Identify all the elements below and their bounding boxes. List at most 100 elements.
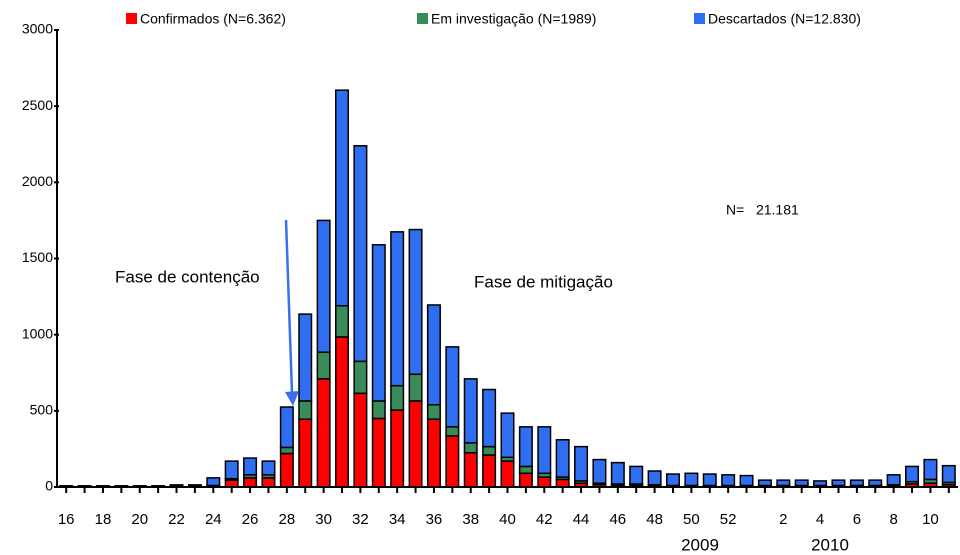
x-tick-label: 46: [609, 511, 626, 528]
bar-segment: [537, 426, 552, 475]
bar-segment: [776, 479, 791, 487]
x-tick-label: 40: [499, 511, 516, 528]
bar-segment: [702, 473, 717, 487]
x-tick-label: 26: [242, 511, 259, 528]
bar-segment: [592, 458, 607, 484]
legend-label: Confirmados (N=6.362): [140, 11, 286, 27]
legend-swatch: [417, 13, 428, 24]
bar-segment: [261, 477, 276, 488]
x-tick-label: 10: [922, 511, 939, 528]
bar-segment: [518, 472, 533, 488]
x-tick-label: 2: [779, 511, 787, 528]
bar-segment: [629, 465, 644, 485]
bar-segment: [243, 457, 258, 476]
bar-segment: [905, 465, 920, 483]
bar-segment: [316, 219, 331, 353]
bar-segment: [353, 145, 368, 363]
bar-segment: [224, 479, 239, 488]
bar-segment: [813, 480, 828, 487]
bar-segment: [279, 452, 294, 488]
bar-segment: [371, 417, 386, 488]
x-tick-label: 6: [853, 511, 861, 528]
bar-segment: [739, 474, 754, 487]
x-tick-label: 50: [683, 511, 700, 528]
bar-segment: [390, 409, 405, 488]
arrow: [284, 219, 294, 394]
annotation: Fase de contenção: [115, 267, 260, 286]
bar-segment: [500, 412, 515, 459]
bar-segment: [335, 89, 350, 307]
bar-segment: [555, 478, 570, 488]
year-label: 2010: [811, 535, 849, 554]
x-tick-label: 32: [352, 511, 369, 528]
bar-segment: [941, 464, 956, 484]
annotation: Fase de mitigação: [474, 272, 613, 291]
y-tick-label: 2500: [22, 97, 53, 113]
x-tick-label: 16: [58, 511, 75, 528]
bar-segment: [794, 479, 809, 487]
bar-segment: [445, 426, 460, 437]
bar-segment: [831, 479, 846, 487]
bar-segment: [298, 400, 313, 420]
bar-segment: [482, 454, 497, 488]
bar-segment: [206, 477, 221, 487]
bar-segment: [445, 435, 460, 488]
x-tick-label: 52: [720, 511, 737, 528]
arrow-head: [285, 391, 299, 406]
bar-segment: [408, 400, 423, 488]
bar-segment: [371, 400, 386, 420]
y-tick-label: 0: [45, 478, 53, 494]
x-tick-label: 38: [462, 511, 479, 528]
y-tick-label: 1500: [22, 249, 53, 265]
bar-segment: [868, 479, 883, 487]
bar-segment: [647, 470, 662, 486]
x-tick-label: 34: [389, 511, 406, 528]
bar-segment: [537, 476, 552, 488]
bar-segment: [408, 373, 423, 402]
x-tick-label: 4: [816, 511, 824, 528]
annotation: N= 21.181: [726, 202, 799, 218]
x-tick-label: 22: [168, 511, 185, 528]
x-tick-label: 44: [573, 511, 590, 528]
y-tick-label: 500: [30, 402, 54, 418]
x-tick-label: 36: [426, 511, 443, 528]
y-tick-label: 2000: [22, 173, 53, 189]
bar-segment: [555, 439, 570, 478]
bar-segment: [518, 426, 533, 468]
bar-segment: [426, 304, 441, 406]
bar-segment: [463, 378, 478, 444]
x-tick-label: 18: [95, 511, 112, 528]
x-tick-label: 30: [315, 511, 332, 528]
x-tick-label: 42: [536, 511, 553, 528]
legend-label: Descartados (N=12.830): [708, 11, 861, 27]
legend-swatch: [126, 13, 137, 24]
bar-segment: [757, 479, 772, 487]
bar-segment: [390, 231, 405, 387]
bar-segment: [684, 472, 699, 487]
bar-segment: [500, 460, 515, 488]
bar-segment: [371, 244, 386, 402]
bar-segment: [316, 378, 331, 488]
bar-segment: [426, 403, 441, 420]
bar-segment: [518, 465, 533, 475]
bar-segment: [261, 460, 276, 476]
bar-segment: [923, 458, 938, 481]
bar-segment: [849, 479, 864, 487]
bar-segment: [279, 446, 294, 455]
bar-segment: [665, 473, 680, 487]
x-tick-label: 48: [646, 511, 663, 528]
x-tick-label: 28: [279, 511, 296, 528]
bar-segment: [298, 418, 313, 488]
bar-segment: [482, 388, 497, 448]
year-label: 2009: [681, 535, 719, 554]
bar-segment: [463, 442, 478, 454]
bar-segment: [610, 461, 625, 485]
bar-segment: [243, 477, 258, 488]
bar-segment: [316, 351, 331, 380]
y-tick-label: 3000: [22, 21, 53, 37]
bar-segment: [390, 384, 405, 411]
legend-label: Em investigação (N=1989): [431, 11, 596, 27]
bar-segment: [298, 313, 313, 402]
